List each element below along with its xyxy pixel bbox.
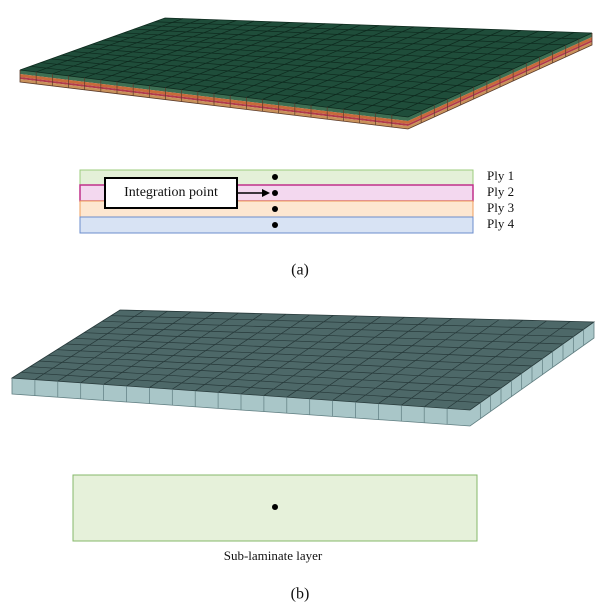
integration-dot bbox=[272, 174, 278, 180]
integration-dot bbox=[272, 504, 278, 510]
caption: (a) bbox=[291, 262, 309, 279]
annotation: Integration point bbox=[124, 185, 218, 200]
integration-dot bbox=[272, 206, 278, 212]
ply-label: Ply 4 bbox=[487, 216, 515, 231]
sublaminate-label: Sub-laminate layer bbox=[224, 548, 323, 563]
ply-stack: Integration point Ply 1 Ply 2 Ply 3 Ply … bbox=[80, 168, 515, 233]
integration-dot bbox=[272, 190, 278, 196]
ply-label: Ply 1 bbox=[487, 168, 514, 183]
ply-label: Ply 3 bbox=[487, 200, 514, 215]
ply-label: Ply 2 bbox=[487, 184, 514, 199]
caption: (b) bbox=[291, 586, 310, 603]
integration-dot bbox=[272, 222, 278, 228]
figure: Integration point Ply 1 Ply 2 Ply 3 Ply … bbox=[0, 0, 597, 609]
